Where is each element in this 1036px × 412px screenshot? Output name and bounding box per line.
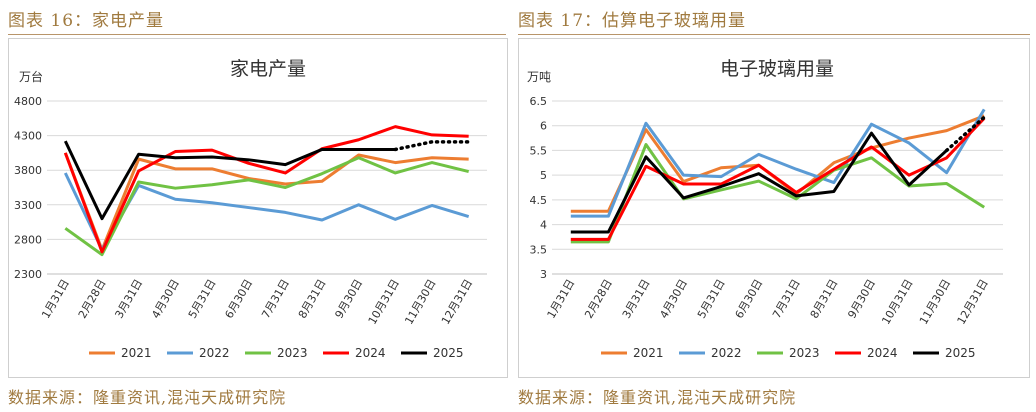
legend-item: 2023 [245, 346, 308, 360]
x-tick-label: 5月31日 [695, 277, 728, 321]
legend-item: 2023 [757, 346, 820, 360]
series-forecast-line [393, 140, 471, 152]
series-line [63, 125, 469, 254]
y-tick-label: 6.5 [530, 95, 548, 108]
series-forecast-line [944, 115, 986, 153]
y-tick-label: 3 [540, 268, 547, 281]
legend-label: 2023 [789, 346, 820, 360]
x-tick-label: 7月31日 [770, 277, 803, 321]
x-tick-label: 4月30日 [657, 277, 690, 321]
series-line [64, 156, 470, 257]
x-tick-label: 2月28日 [76, 277, 109, 321]
y-tick-label: 4800 [14, 95, 42, 108]
series-2023 [570, 142, 986, 244]
x-tick-label: 11月30日 [917, 277, 953, 327]
x-tick-label: 12月31日 [955, 277, 991, 327]
legend-item: 2024 [323, 346, 386, 360]
figure-caption: 图表 17：估算电子玻璃用量 [518, 11, 747, 31]
x-tick-label: 12月31日 [439, 277, 475, 327]
chart-panel: 家电产量万台 4800 4300 3800 3300 2800 2300 1月31日 2月28日… [8, 38, 508, 378]
legend-label: 2023 [277, 346, 308, 360]
x-tick-label: 11月30日 [402, 277, 438, 327]
series-2024 [63, 125, 469, 254]
x-tick-label: 10月31日 [879, 277, 915, 327]
series-line [570, 114, 985, 213]
x-tick-label: 8月31日 [296, 277, 329, 321]
legend-item: 2025 [401, 346, 464, 360]
x-tick-label: 6月30日 [733, 277, 766, 321]
y-tick-label: 6 [540, 120, 547, 133]
series-line [570, 131, 948, 234]
series-2025 [570, 115, 986, 234]
legend-item: 2021 [601, 346, 664, 360]
series-line [570, 117, 986, 241]
x-tick-label: 3月31日 [620, 277, 653, 321]
series-2021 [63, 152, 469, 252]
legend-item: 2022 [679, 346, 742, 360]
y-tick-label: 3.5 [530, 243, 548, 256]
caption-rule [518, 34, 1030, 35]
y-tick-label: 4300 [14, 130, 42, 143]
x-tick-label: 4月30日 [149, 277, 182, 321]
x-tick-label: 6月30日 [223, 277, 256, 321]
chart-title: 家电产量 [230, 58, 306, 80]
legend-label: 2025 [433, 346, 464, 360]
legend-item: 2025 [913, 346, 976, 360]
x-tick-label: 3月31日 [113, 277, 146, 321]
legend-label: 2024 [355, 346, 386, 360]
series-line [63, 152, 469, 252]
x-tick-label: 9月30日 [333, 277, 366, 321]
series-2022 [570, 108, 986, 218]
legend-label: 2021 [633, 346, 664, 360]
x-tick-label: 9月30日 [845, 277, 878, 321]
data-source: 数据来源：隆重资讯,混沌天成研究院 [518, 388, 797, 407]
legend-label: 2025 [945, 346, 976, 360]
legend-label: 2022 [199, 346, 230, 360]
legend-item: 2021 [89, 346, 152, 360]
y-tick-label: 2800 [14, 233, 42, 246]
x-tick-label: 1月31日 [39, 277, 72, 321]
x-tick-label: 8月31日 [808, 277, 841, 321]
series-2021 [570, 114, 985, 213]
y-tick-label: 3300 [14, 199, 42, 212]
legend-item: 2022 [167, 346, 230, 360]
chart-title: 电子玻璃用量 [720, 58, 834, 80]
x-tick-label: 7月31日 [259, 277, 292, 321]
series-2025 [63, 140, 471, 221]
series-line [63, 140, 396, 221]
legend-item: 2024 [835, 346, 898, 360]
y-tick-label: 3800 [14, 164, 42, 177]
legend-label: 2022 [711, 346, 742, 360]
data-source: 数据来源：隆重资讯,混沌天成研究院 [8, 388, 287, 407]
y-tick-label: 2300 [14, 268, 42, 281]
y-axis-unit: 万吨 [527, 70, 551, 84]
legend-label: 2021 [121, 346, 152, 360]
y-tick-label: 5.5 [530, 144, 548, 157]
legend-label: 2024 [867, 346, 898, 360]
x-tick-label: 2月28日 [582, 277, 615, 321]
y-tick-label: 4 [540, 219, 547, 232]
x-tick-label: 5月31日 [186, 277, 219, 321]
figure-caption: 图表 16：家电产量 [8, 11, 165, 31]
y-axis-unit: 万台 [19, 69, 43, 84]
caption-rule [8, 34, 506, 35]
series-line [570, 108, 986, 218]
series-2023 [64, 156, 470, 257]
series-2024 [570, 117, 986, 241]
y-tick-label: 5 [540, 169, 547, 182]
x-tick-label: 1月31日 [545, 277, 578, 321]
chart-panel: 电子玻璃用量万吨 6.5 6 5.5 5 4.5 4 3.5 3 1月31日 2月28日 3月31日 4… [518, 38, 1030, 378]
x-tick-label: 10月31日 [366, 277, 402, 327]
y-tick-label: 4.5 [530, 194, 548, 207]
series-line [570, 142, 986, 244]
